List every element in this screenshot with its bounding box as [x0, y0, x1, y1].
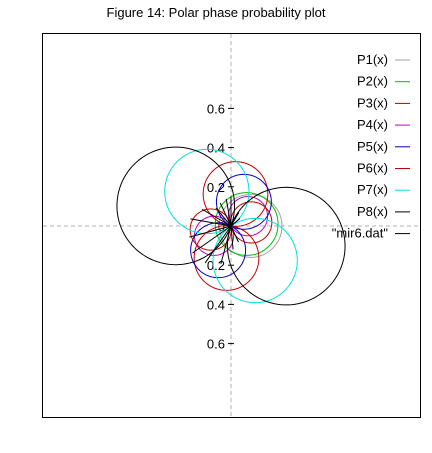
legend-label: P2(x)	[357, 74, 388, 89]
series-curve	[189, 201, 273, 251]
tick-label: 0.4	[207, 297, 225, 312]
plot-frame	[42, 33, 421, 418]
series-curve	[214, 192, 279, 256]
legend-label: "mir6.dat"	[332, 226, 389, 241]
tick-label: 0.4	[207, 141, 225, 156]
series-curve	[193, 161, 269, 291]
tick-label: 0.6	[207, 101, 225, 116]
tick-label: 0.2	[207, 258, 225, 273]
legend-label: P6(x)	[357, 161, 388, 176]
series-curve	[164, 148, 298, 304]
legend-label: P5(x)	[357, 139, 388, 154]
series-curve	[189, 196, 241, 264]
legend: P1(x) P2(x) P3(x) P4(x) P5(x) P6(x) P7(x) P8(x)…	[332, 52, 410, 241]
series-curve	[190, 173, 272, 279]
legend-label: P7(x)	[357, 182, 388, 197]
tick-label: 0.2	[207, 180, 225, 195]
chart-title: Figure 14: Polar phase probability plot	[106, 5, 326, 20]
series-group	[116, 146, 346, 306]
legend-label: P8(x)	[357, 204, 388, 219]
legend-label: P3(x)	[357, 95, 388, 110]
legend-label: P1(x)	[357, 52, 388, 67]
series-curve	[218, 194, 283, 258]
series-curve	[116, 146, 346, 306]
tick-label: 0.6	[207, 337, 225, 352]
legend-label: P4(x)	[357, 117, 388, 132]
